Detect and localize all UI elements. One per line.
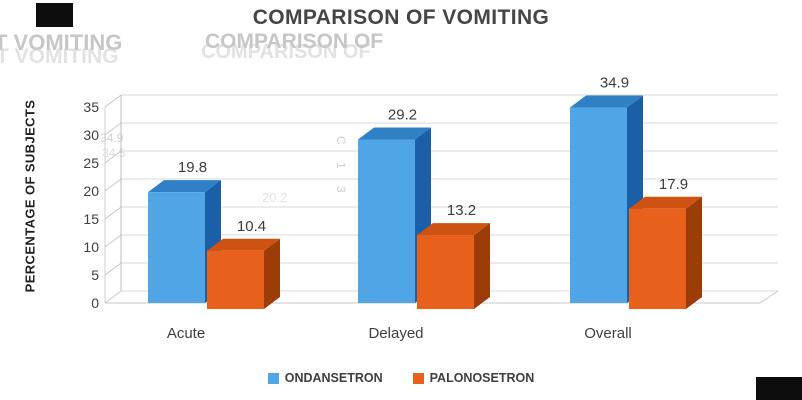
- x-category-label: Acute: [167, 325, 205, 342]
- gridline-connector: [104, 290, 122, 304]
- gridline-connector: [104, 234, 122, 248]
- bar-front-face: [148, 192, 205, 303]
- bar-top-face: [358, 127, 431, 140]
- gridline-connector: [104, 150, 122, 164]
- legend-label: PALONOSETRON: [429, 371, 535, 385]
- bar-side-face: [686, 196, 702, 309]
- bar-front-face: [417, 235, 474, 309]
- bar-value-label: 19.8: [178, 159, 207, 176]
- x-category-label: Delayed: [368, 325, 423, 342]
- gridline-connector: [104, 94, 122, 108]
- bar-top-face: [148, 180, 221, 193]
- bar-front-face: [629, 208, 686, 309]
- y-tick-label: 35: [83, 99, 99, 115]
- legend-item: PALONOSETRON: [412, 371, 535, 385]
- bar-value-label: 13.2: [447, 202, 476, 219]
- bar-side-face: [264, 238, 280, 309]
- scan-artifact-box-topleft: [36, 3, 73, 27]
- bar-value-label: 10.4: [237, 218, 266, 235]
- gridline-connector: [104, 178, 122, 192]
- gridline-connector: [104, 122, 122, 136]
- y-tick-label: 20: [83, 183, 99, 199]
- bar-top-face: [417, 223, 490, 236]
- bar-value-label: 34.9: [600, 75, 629, 92]
- legend: ONDANSETRON PALONOSETRON: [0, 371, 802, 385]
- floor-right-edge: [759, 290, 779, 304]
- gridline-connector: [104, 262, 122, 276]
- legend-swatch: [267, 372, 279, 384]
- bar-top-face: [629, 196, 702, 209]
- bar-value-label: 17.9: [659, 176, 688, 193]
- bar-front-face: [358, 139, 415, 303]
- bar-value-label: 29.2: [388, 106, 417, 123]
- legend-item: ONDANSETRON: [267, 371, 383, 385]
- chart-title: COMPARISON OF VOMITING: [252, 6, 550, 29]
- scan-artifact-box-bottomright: [756, 377, 802, 400]
- bar-front-face: [207, 250, 264, 309]
- y-tick-label: 0: [91, 295, 99, 311]
- x-category-label: Overall: [584, 325, 632, 342]
- y-tick-label: 5: [91, 267, 99, 283]
- legend-label: ONDANSETRON: [284, 371, 383, 385]
- bar-side-face: [474, 223, 490, 309]
- y-tick-label: 30: [83, 127, 99, 143]
- legend-swatch: [412, 372, 424, 384]
- y-tick-label: 15: [83, 211, 99, 227]
- bar-front-face: [570, 107, 627, 303]
- y-tick-label: 25: [83, 155, 99, 171]
- bar-top-face: [207, 238, 280, 251]
- bar-top-face: [570, 95, 643, 108]
- gridline-connector: [104, 206, 122, 220]
- y-tick-label: 10: [83, 239, 99, 255]
